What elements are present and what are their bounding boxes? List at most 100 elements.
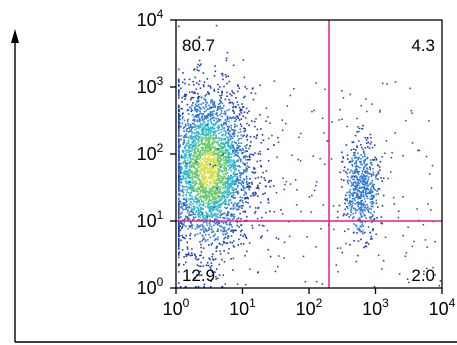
scatter-point — [180, 216, 182, 218]
scatter-point — [214, 185, 217, 188]
scatter-point — [246, 139, 249, 141]
scatter-point — [206, 160, 209, 163]
scatter-point — [347, 168, 349, 171]
scatter-point — [184, 286, 187, 288]
scatter-point — [178, 25, 180, 28]
scatter-point — [221, 72, 224, 75]
scatter-point — [213, 181, 216, 184]
scatter-point — [232, 257, 235, 260]
scatter-point — [203, 192, 206, 195]
scatter-point — [236, 205, 238, 208]
scatter-point — [261, 216, 263, 219]
scatter-point — [381, 156, 383, 158]
y-tick-exp: 0 — [157, 275, 164, 289]
scatter-point — [215, 173, 217, 176]
scatter-point — [198, 141, 200, 143]
scatter-point — [257, 186, 259, 188]
scatter-point — [199, 172, 202, 174]
scatter-point — [233, 213, 235, 216]
scatter-point — [222, 142, 224, 144]
scatter-point — [353, 189, 355, 191]
scatter-point — [220, 209, 223, 212]
scatter-point — [237, 90, 239, 93]
scatter-point — [196, 162, 199, 165]
scatter-point — [178, 185, 180, 188]
scatter-point — [209, 266, 211, 268]
scatter-point — [224, 191, 226, 194]
scatter-point — [202, 166, 204, 168]
scatter-point — [365, 170, 368, 172]
scatter-point — [333, 228, 335, 231]
scatter-point — [283, 188, 285, 191]
x-tick-exp: 4 — [449, 296, 456, 310]
scatter-point — [225, 191, 227, 193]
scatter-point — [178, 179, 180, 181]
scatter-point — [217, 124, 220, 127]
scatter-point — [193, 116, 195, 118]
scatter-point — [196, 226, 198, 228]
scatter-point — [178, 163, 180, 165]
scatter-point — [361, 221, 363, 224]
scatter-point — [219, 144, 221, 146]
scatter-point — [242, 157, 245, 159]
scatter-point — [197, 197, 199, 200]
scatter-point — [198, 212, 201, 214]
scatter-point — [199, 210, 202, 213]
scatter-point — [357, 181, 360, 183]
scatter-point — [244, 198, 246, 200]
scatter-point — [183, 202, 186, 205]
scatter-point — [231, 101, 234, 104]
scatter-point — [204, 150, 206, 152]
scatter-point — [195, 131, 197, 134]
scatter-point — [235, 106, 237, 109]
scatter-point — [217, 168, 220, 170]
scatter-point — [229, 145, 231, 148]
scatter-point — [362, 183, 365, 186]
scatter-point — [208, 104, 210, 107]
scatter-point — [342, 214, 345, 217]
scatter-point — [346, 191, 348, 194]
scatter-point — [225, 157, 227, 160]
scatter-point — [243, 134, 245, 137]
scatter-point — [359, 213, 362, 215]
scatter-point — [183, 256, 185, 258]
scatter-point — [285, 122, 287, 125]
scatter-point — [185, 253, 187, 256]
scatter-point — [180, 138, 182, 141]
scatter-point — [224, 212, 226, 215]
scatter-point — [204, 182, 206, 185]
scatter-point — [196, 119, 199, 121]
scatter-point — [240, 134, 243, 137]
scatter-point — [220, 150, 222, 153]
scatter-point — [232, 176, 235, 178]
scatter-point — [327, 140, 329, 142]
scatter-point — [184, 82, 186, 85]
scatter-point — [199, 110, 201, 112]
scatter-point — [205, 191, 207, 194]
scatter-point — [246, 183, 249, 186]
scatter-point — [242, 181, 245, 184]
scatter-point — [354, 171, 357, 174]
scatter-point — [197, 148, 200, 151]
scatter-point — [288, 235, 291, 238]
scatter-point — [231, 163, 233, 166]
scatter-point — [193, 120, 196, 122]
scatter-point — [208, 196, 211, 198]
scatter-point — [246, 112, 249, 114]
scatter-point — [190, 209, 193, 211]
scatter-point — [178, 226, 181, 229]
scatter-point — [183, 221, 185, 224]
scatter-point — [367, 197, 369, 200]
scatter-point — [204, 156, 206, 159]
scatter-point — [211, 192, 213, 195]
scatter-point — [216, 179, 218, 181]
scatter-point — [237, 244, 239, 246]
scatter-point — [212, 123, 215, 125]
scatter-point — [363, 161, 365, 163]
scatter-point — [411, 112, 413, 114]
scatter-point — [213, 214, 216, 217]
scatter-point — [199, 241, 201, 243]
scatter-point — [250, 92, 253, 94]
scatter-point — [207, 136, 210, 138]
scatter-point — [203, 153, 205, 156]
